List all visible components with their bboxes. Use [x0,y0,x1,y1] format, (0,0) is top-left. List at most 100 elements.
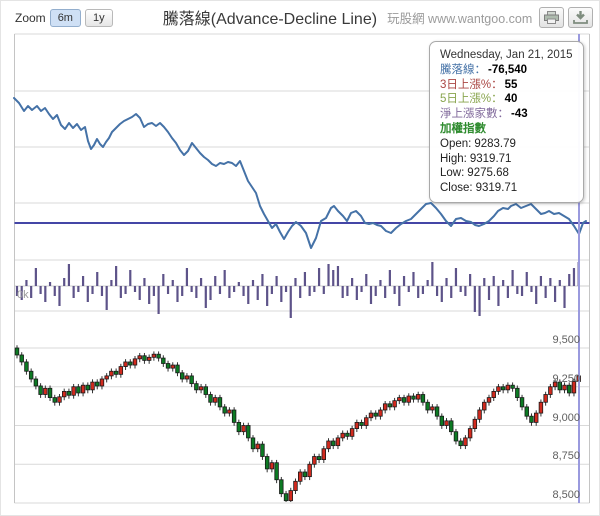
candle-body [179,372,185,380]
download-icon [573,11,588,24]
candle-body [548,386,553,395]
net-advance-bar [214,276,217,286]
candle-body [519,397,525,408]
price-axis-label: 9,250 [552,372,580,385]
net-advance-bar [77,286,80,292]
candle-body [486,397,492,403]
candle-body [373,412,378,417]
net-advance-bar [487,286,491,300]
candle-body [62,390,67,398]
candle-body [283,493,289,502]
candle-body [415,394,421,400]
net-advance-bar [544,286,547,298]
net-advance-bar [138,286,141,300]
candle-body [255,443,260,450]
net-advance-bar [530,286,533,292]
print-button[interactable] [539,7,564,28]
net-advance-bar [469,274,472,286]
candle-body [85,384,90,391]
candle-body [132,358,138,366]
candle-body [359,421,364,426]
range-button-1y[interactable]: 1y [84,9,113,27]
net-advance-bar [445,278,448,286]
candle-body [198,386,204,391]
tooltip-row-adline: 騰落線： -76,540 [440,63,528,76]
net-advance-bar [48,282,52,286]
candle-body [321,448,326,461]
candle-body [142,355,147,361]
candle-body [505,384,511,391]
net-advance-bar [506,286,509,298]
net-advance-bar [204,286,207,308]
net-advance-bar [228,286,231,298]
net-advance-bar [15,286,19,296]
candle-body [434,406,440,417]
candle-body [458,440,463,447]
range-button-6m[interactable]: 6m [49,9,81,27]
net-advance-bar [525,272,528,286]
candle-body [76,386,81,394]
net-advance-bar [152,286,155,296]
candle-body [260,443,265,457]
candle-body [335,437,341,447]
chart-tooltip: Wednesday, Jan 21, 2015 騰落線： -76,540 3日上漲… [429,41,584,203]
price-axis-label: 8,750 [552,450,580,463]
candle-body [515,387,520,398]
net-advance-bar [355,286,358,300]
tooltip-row-3day: 3日上漲%： 55 [440,78,518,91]
net-advance-bar [421,286,425,294]
candle-body [52,397,57,403]
candle-body [123,361,128,368]
candle-body [491,390,496,398]
net-advance-bar [535,286,538,304]
candle-body [137,355,142,360]
net-advance-bar [384,286,387,298]
chart-toolbar: Zoom 6m 1y 騰落線(Advance-Decline Line) 玩股網… [1,1,599,33]
candle-body [349,428,355,437]
credits-link[interactable]: 玩股網 www.wantgoo.com [387,11,533,26]
candle-body [524,406,529,417]
candle-body [326,440,331,450]
candle-body [19,354,24,363]
net-advance-bar [270,286,273,294]
net-advance-bar [195,286,198,298]
net-advance-bar [143,278,146,286]
net-advance-bar [464,286,467,296]
net-advance-bar [459,286,462,292]
candle-body [24,361,29,372]
tooltip-close: Close: 9319.71 [440,182,518,195]
net-advance-bar [327,264,330,286]
net-advance-bar [34,268,37,286]
candle-body [189,375,194,385]
candle-body [146,356,152,361]
candle-body [156,353,161,359]
net-advance-bar [322,286,325,294]
candle-body [57,396,62,403]
net-advance-bar [261,274,264,286]
net-advance-bar [63,278,66,286]
candle-body [500,386,506,391]
candle-body [477,409,482,420]
candle-body [246,425,251,439]
net-advance-bar [360,286,363,292]
bar-axis-zero-label: 0k [17,289,29,301]
net-advance-bar [435,286,439,296]
net-advance-bar [388,270,391,286]
candle-body [345,432,350,437]
tooltip-high: High: 9319.71 [440,152,512,165]
download-button[interactable] [568,7,593,28]
net-advance-bar [299,286,302,298]
net-advance-bar [91,286,94,294]
net-advance-bar [332,270,335,286]
net-advance-bar [86,286,89,302]
net-advance-bar [417,286,420,298]
tooltip-row-5day: 5日上漲%： 40 [440,93,518,106]
net-advance-bar [497,286,500,306]
candle-body [217,397,223,408]
net-advance-bar [558,280,561,286]
candle-body [279,479,284,495]
net-advance-bar [502,280,505,286]
net-advance-bar [426,280,429,286]
candle-body [368,412,374,419]
